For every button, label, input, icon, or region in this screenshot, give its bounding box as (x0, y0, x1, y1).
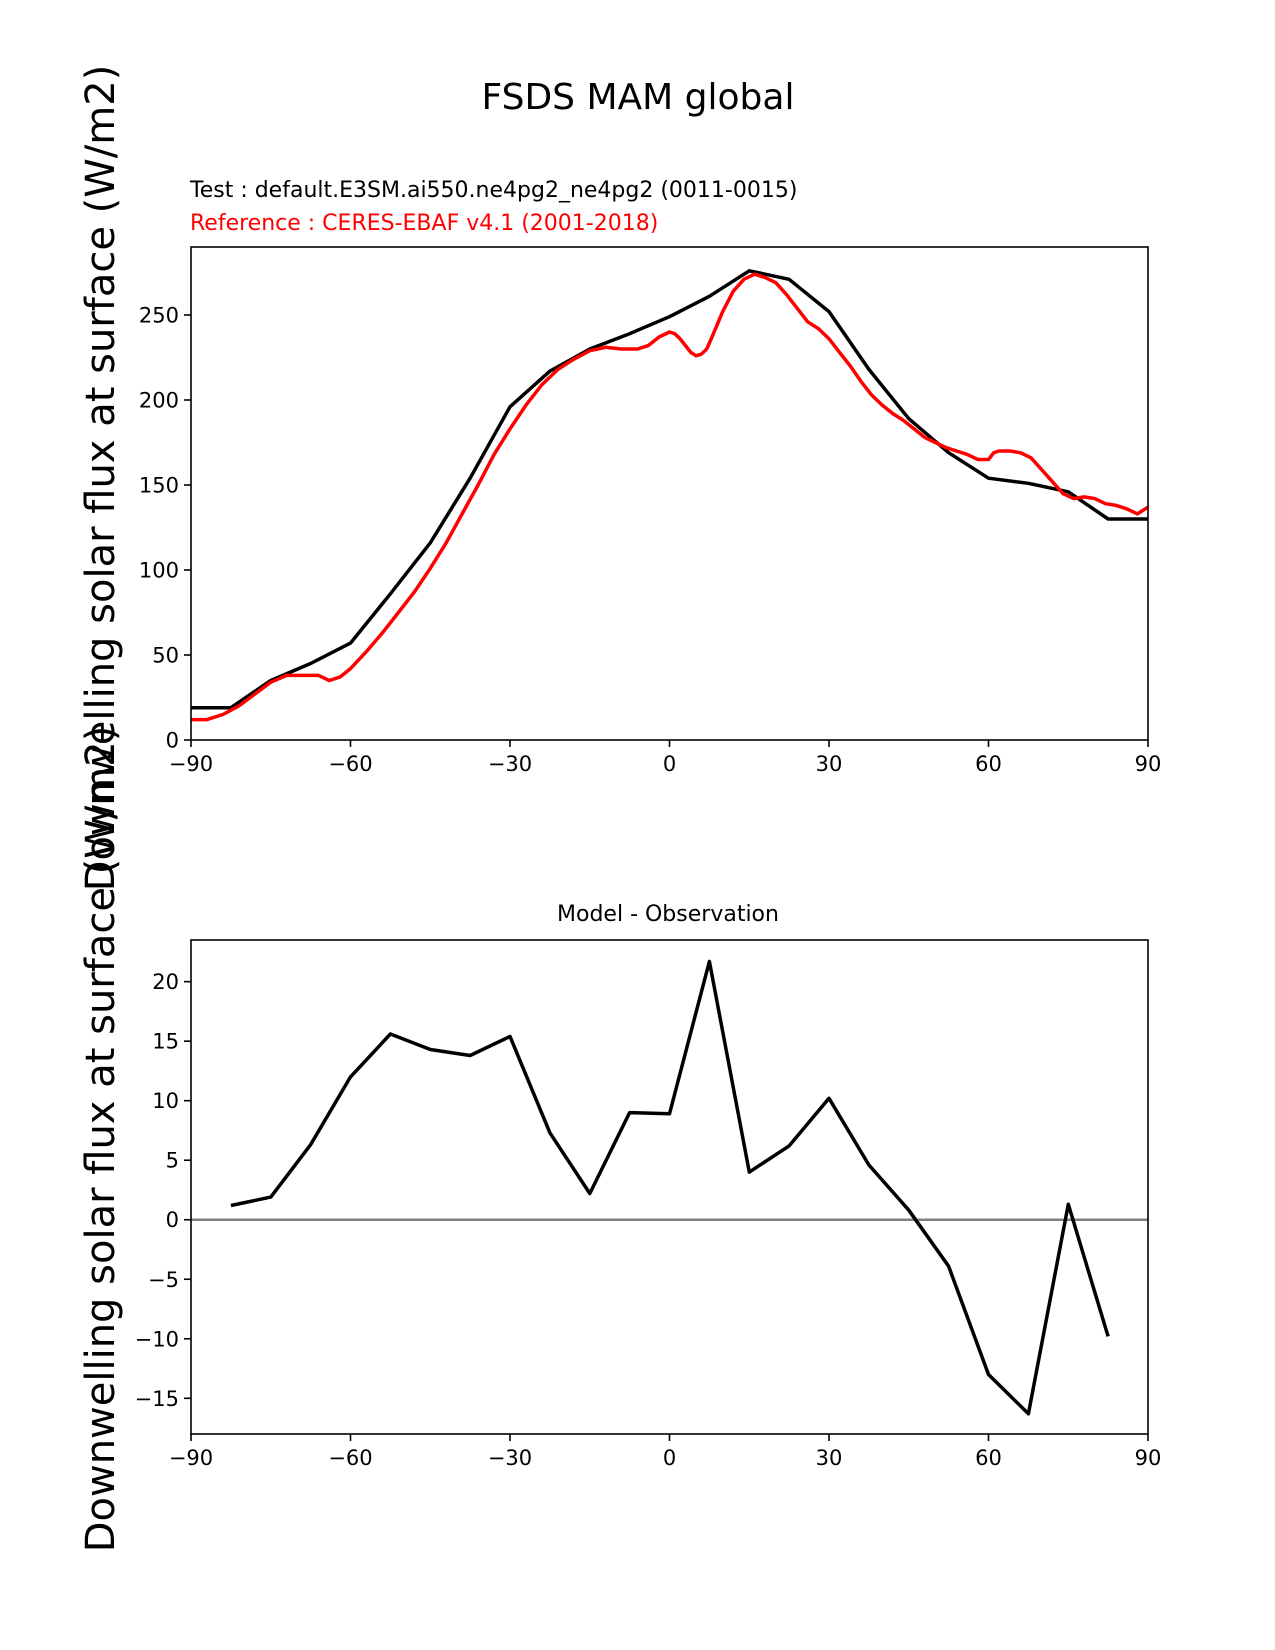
figure-title: FSDS MAM global (482, 77, 795, 118)
test-label: Test : default.E3SM.ai550.ne4pg2_ne4pg2 … (189, 178, 797, 203)
x-tick-label: −60 (328, 752, 372, 776)
top-panel-ylabel: Downwelling solar flux at surface (W/m2) (78, 65, 124, 892)
y-tick-label: 250 (139, 304, 179, 328)
series-line-1-0 (230, 959, 1110, 1416)
x-tick-label: 60 (975, 752, 1002, 776)
plot-frame (190, 939, 1149, 1435)
x-tick-label: −90 (169, 752, 213, 776)
y-tick-label: 15 (152, 1030, 179, 1054)
y-tick-label: 150 (139, 474, 179, 498)
plot-frame (190, 246, 1149, 741)
y-tick-label: −10 (135, 1327, 179, 1351)
y-tick-label: 100 (139, 559, 179, 583)
x-tick-label: 90 (1135, 1446, 1162, 1470)
y-tick-label: −15 (135, 1387, 179, 1411)
x-tick-label: 0 (663, 752, 676, 776)
bottom-panel-ylabel: Downwelling solar flux at surface (W/m2) (78, 726, 124, 1553)
y-tick-label: 10 (152, 1089, 179, 1113)
x-tick-label: 30 (816, 752, 843, 776)
top-panel: −90 −60 −30 0 30 60 90 0 50 100 150 200 250 (139, 246, 1162, 776)
y-tick-label: −5 (148, 1268, 179, 1292)
x-tick-label: 30 (816, 1446, 843, 1470)
y-tick-label: 50 (152, 644, 179, 668)
y-tick-label: 20 (152, 970, 179, 994)
x-tick-label: 0 (663, 1446, 676, 1470)
x-tick-label: −30 (488, 1446, 532, 1470)
series-line-0-1 (191, 272, 1149, 722)
y-tick-label: 5 (166, 1149, 179, 1173)
series-line-0-0 (191, 269, 1148, 710)
x-tick-label: 90 (1135, 752, 1162, 776)
x-tick-label: −60 (328, 1446, 372, 1470)
x-tick-label: 60 (975, 1446, 1002, 1470)
difference-panel-title: Model - Observation (557, 902, 779, 927)
bottom-panel: −90 −60 −30 0 30 60 90 −15 −10 −5 0 5 10 15 20 (135, 939, 1162, 1470)
x-tick-label: −30 (488, 752, 532, 776)
reference-label: Reference : CERES-EBAF v4.1 (2001-2018) (190, 211, 658, 236)
y-tick-label: 0 (166, 729, 179, 753)
y-tick-label: 200 (139, 389, 179, 413)
y-tick-label: 0 (166, 1208, 179, 1232)
x-tick-label: −90 (169, 1446, 213, 1470)
